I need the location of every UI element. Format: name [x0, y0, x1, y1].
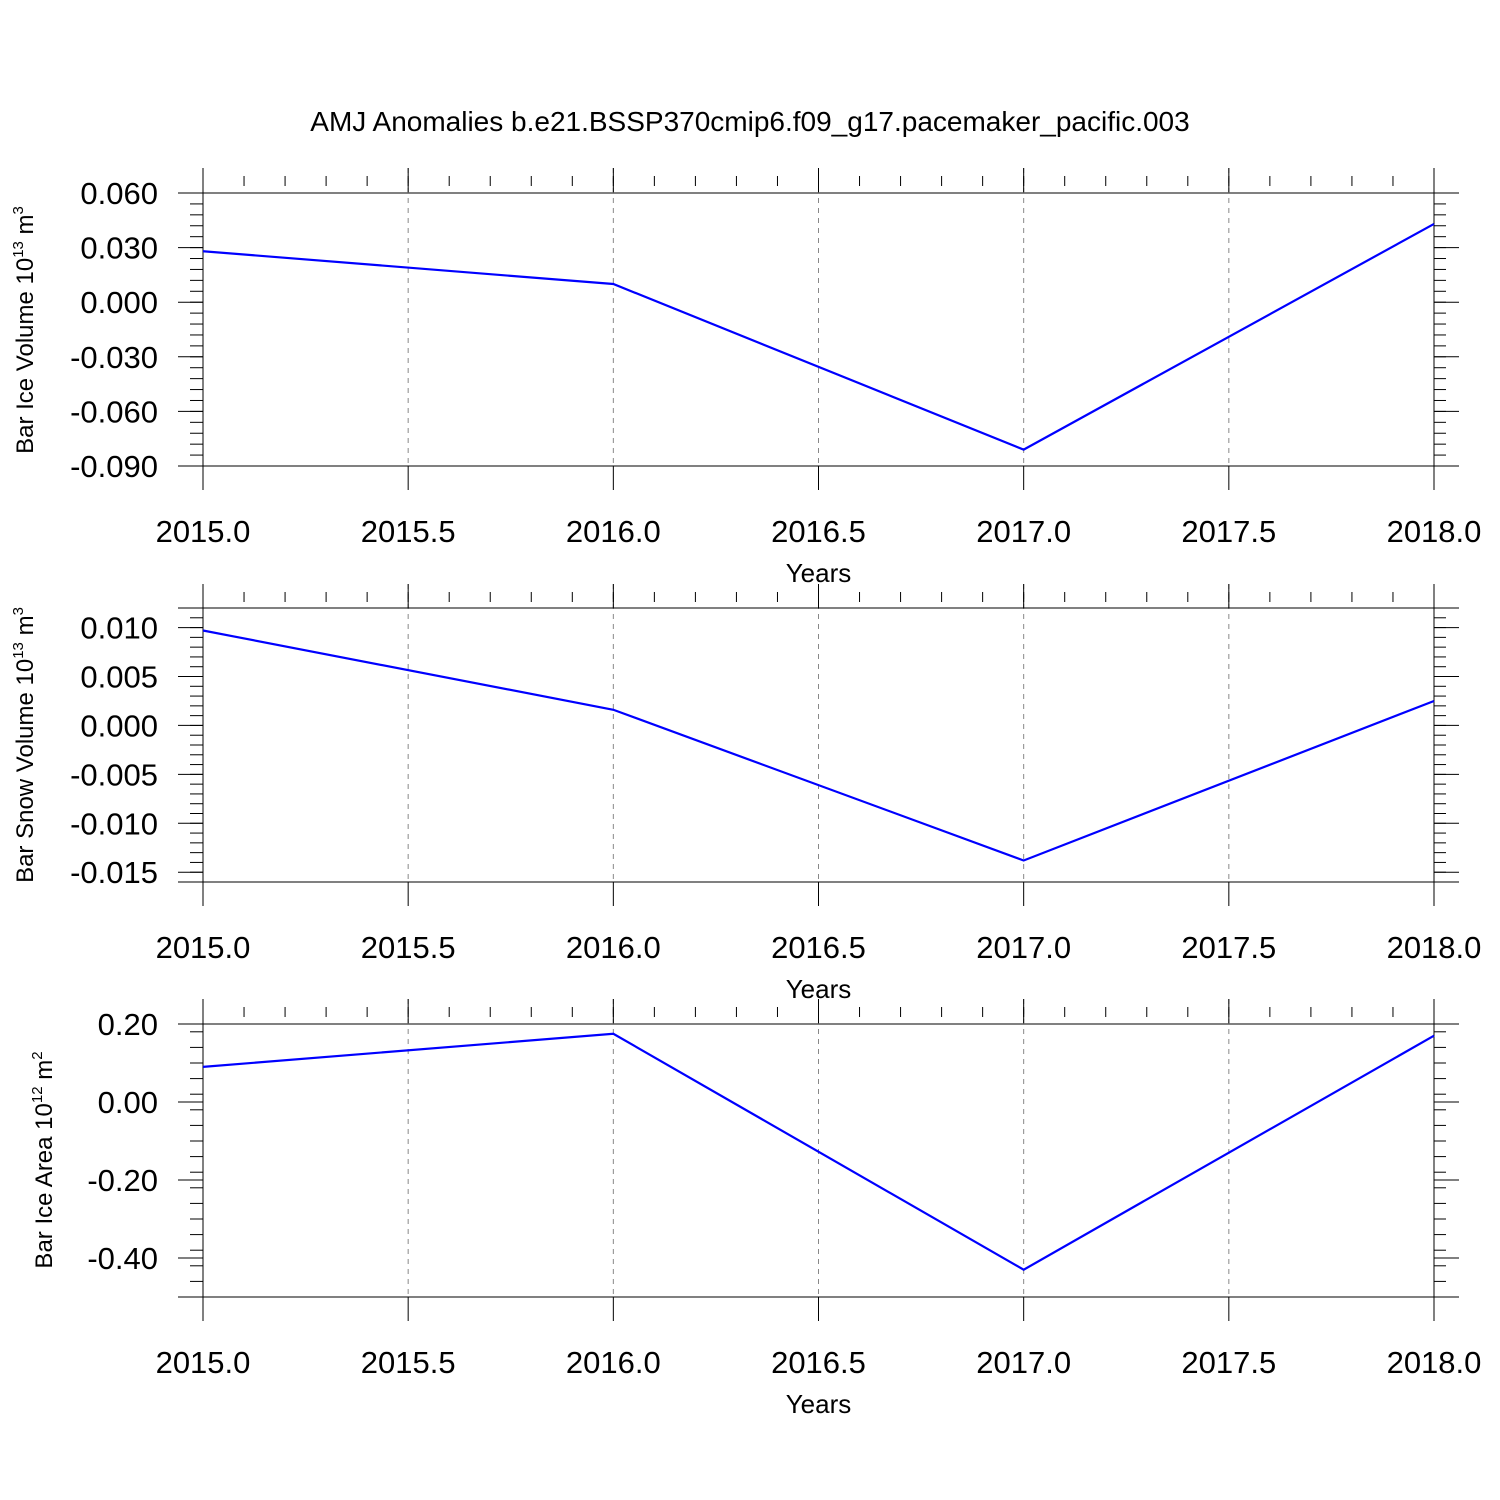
y-tick-label: 0.030 — [80, 231, 158, 266]
y-tick-label: -0.005 — [70, 757, 158, 792]
y-tick-label: 0.000 — [80, 285, 158, 320]
y-tick-label: -0.030 — [70, 340, 158, 375]
x-tick-label: 2017.5 — [1181, 930, 1276, 965]
y-tick-label: -0.090 — [70, 449, 158, 484]
y-tick-label: 0.00 — [98, 1085, 158, 1120]
x-tick-label: 2016.5 — [771, 930, 866, 965]
x-tick-label: 2016.0 — [566, 1345, 661, 1380]
x-axis-label: Years — [786, 558, 852, 588]
y-tick-label: 0.060 — [80, 176, 158, 211]
series-line — [202, 1032, 1435, 1271]
x-tick-label: 2016.0 — [566, 930, 661, 965]
x-tick-label: 2018.0 — [1387, 514, 1482, 549]
x-tick-label: 2017.0 — [976, 1345, 1071, 1380]
x-tick-label: 2015.0 — [156, 514, 251, 549]
x-tick-label: 2016.0 — [566, 514, 661, 549]
chart-panel-3: 0.20 0.00 -0.20 -0.40 2015.0 2015.5 2016.0 2016… — [29, 999, 1481, 1419]
y-tick-label: -0.40 — [87, 1241, 158, 1276]
chart-panel-1: 0.060 0.030 0.000 -0.030 -0.060 -0.090 2015.0 2… — [10, 168, 1481, 588]
y-tick-label: 0.20 — [98, 1007, 158, 1042]
y-axis-label: Bar Snow Volume 1013 m3 — [10, 607, 39, 883]
panels: 0.060 0.030 0.000 -0.030 -0.060 -0.090 2015.0 2… — [10, 168, 1481, 1419]
x-tick-label: 2017.0 — [976, 930, 1071, 965]
y-tick-label: -0.015 — [70, 855, 158, 890]
series-line — [202, 222, 1435, 451]
y-tick-label: -0.010 — [70, 806, 158, 841]
x-tick-label: 2015.0 — [156, 1345, 251, 1380]
x-tick-label: 2018.0 — [1387, 1345, 1482, 1380]
chart-panel-2: 0.010 0.005 0.000 -0.005 -0.010 -0.015 2015.0 2… — [10, 584, 1481, 1004]
x-axis-label: Years — [786, 1389, 852, 1419]
x-tick-label: 2016.5 — [771, 1345, 866, 1380]
y-tick-label: -0.20 — [87, 1163, 158, 1198]
y-axis-label: Bar Ice Area 1012 m2 — [29, 1051, 58, 1268]
y-tick-label: 0.000 — [80, 708, 158, 743]
x-tick-label: 2016.5 — [771, 514, 866, 549]
y-tick-label: 0.005 — [80, 660, 158, 695]
x-tick-label: 2015.5 — [361, 1345, 456, 1380]
y-axis-label: Bar Ice Volume 1013 m3 — [10, 206, 39, 454]
figure-title: AMJ Anomalies b.e21.BSSP370cmip6.f09_g17… — [310, 106, 1189, 137]
series-line — [202, 629, 1435, 862]
x-tick-label: 2015.5 — [361, 514, 456, 549]
x-tick-label: 2017.0 — [976, 514, 1071, 549]
x-tick-label: 2017.5 — [1181, 1345, 1276, 1380]
x-tick-label: 2015.5 — [361, 930, 456, 965]
x-tick-label: 2018.0 — [1387, 930, 1482, 965]
y-tick-label: 0.010 — [80, 611, 158, 646]
x-tick-label: 2015.0 — [156, 930, 251, 965]
y-tick-label: -0.060 — [70, 394, 158, 429]
x-tick-label: 2017.5 — [1181, 514, 1276, 549]
